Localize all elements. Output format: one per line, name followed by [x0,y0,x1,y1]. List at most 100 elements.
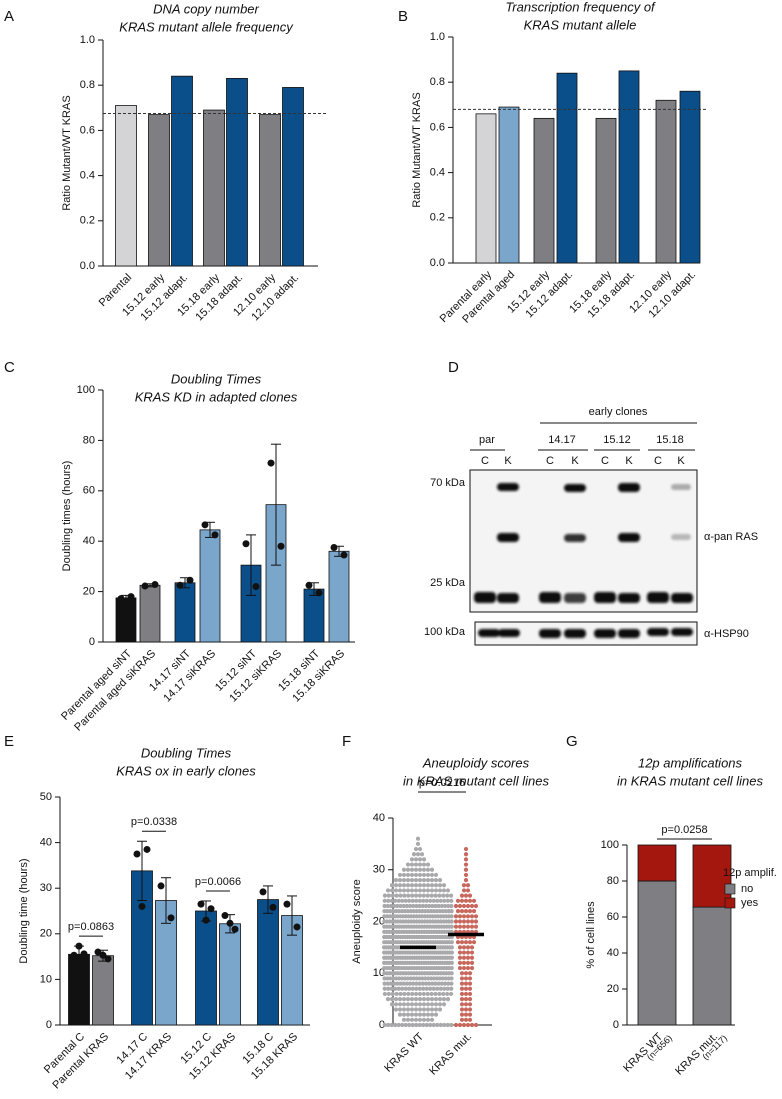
dot [461,955,467,960]
dot [449,898,454,903]
dot [405,909,410,914]
dot [423,981,429,986]
dot [423,909,428,914]
dot [421,997,427,1002]
dot [414,976,419,981]
bar [199,529,221,643]
dot [429,878,435,883]
dot [398,893,403,898]
data-point [186,576,194,584]
lane-group: 15.12 [603,434,631,446]
swarm-row [459,991,473,997]
data-point [127,593,135,601]
data-point [75,942,83,950]
dot [401,1002,407,1007]
dot [417,997,423,1002]
swarm-row [381,950,455,955]
band [564,593,586,603]
swarm-row [463,878,469,883]
dot [397,997,403,1002]
dot [445,997,451,1002]
dot [463,986,469,991]
swarm-row [382,940,454,945]
dot [411,981,416,986]
y-tick-label: 0 [89,636,95,648]
dot [405,862,411,867]
dot [421,986,426,991]
band [474,592,496,603]
marker-label: 100 kDa [424,626,466,638]
swarm-row [459,893,473,898]
bar [257,899,279,1026]
dot [393,986,398,991]
dot [402,909,407,914]
dot [437,888,443,893]
dot [413,1002,419,1007]
chart-title: KRAS ox in early clones [116,763,256,778]
dot [438,898,443,903]
dot [469,960,475,966]
dot [417,1002,423,1007]
swarm-row [459,976,473,981]
bar [226,78,248,267]
dot [433,1007,439,1012]
dot [436,981,441,986]
swarm-row [382,965,454,971]
dot [429,872,435,878]
dot [457,903,463,909]
dot [429,888,435,893]
dot [427,903,432,909]
y-axis-label: Ratio Mutant/WT KRAS [61,95,73,210]
panel: G 12p amplifications in KRAS mutant cell l… [566,733,777,1078]
swarm-row [453,924,479,929]
dot [446,981,451,986]
dot [437,909,442,914]
data-point [252,583,260,591]
dot [405,867,411,872]
dot [424,898,429,903]
dot [421,878,427,883]
dot [413,1017,419,1022]
dot [425,1017,431,1022]
dot [445,986,450,991]
swarm-row [457,960,475,966]
dot [413,867,419,872]
dot [389,898,394,903]
y-tick-label: 0.4 [430,167,445,179]
dot [421,883,427,888]
legend-title: 12p amplif. [723,867,777,879]
data-point [94,948,102,956]
dot [459,898,465,903]
dot [409,1002,415,1007]
p-value: p=0.0216 [419,777,465,789]
dot [408,909,413,914]
dot [421,991,426,997]
swarm-row [401,1017,435,1022]
dot [433,893,438,898]
swarm-row [413,846,423,852]
lane-label: C [546,455,554,467]
dot [469,955,475,960]
dot [433,997,439,1002]
dot [429,976,434,981]
band [539,592,561,603]
dot [457,965,463,971]
band [564,629,586,638]
dot [467,971,473,976]
swarm-row [401,867,435,872]
band [497,483,519,491]
dot [463,976,469,981]
dot [393,1022,398,1028]
dot [431,898,436,903]
dot [440,976,445,981]
dot [467,1012,473,1017]
dot [409,888,415,893]
dot [457,924,463,929]
chart-title: Transcription frequency of [505,0,656,14]
dot [461,965,467,971]
data-point [226,919,234,927]
dot [425,997,431,1002]
dot [413,862,419,867]
y-tick-label: 0.2 [80,215,95,227]
band [564,484,586,492]
